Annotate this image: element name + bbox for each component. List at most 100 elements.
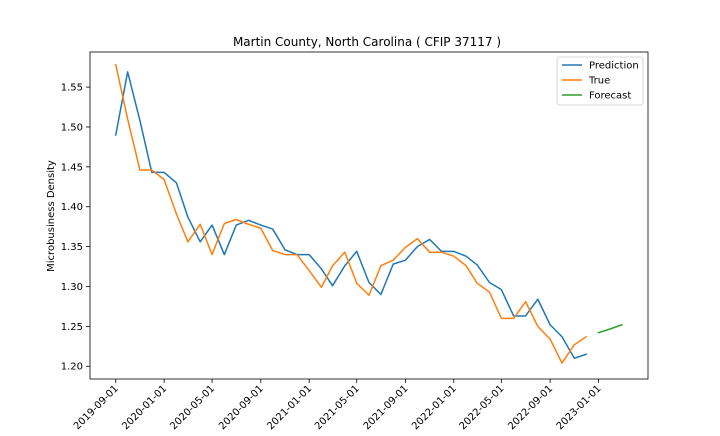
- data-point-true: [175, 213, 177, 215]
- data-point-true: [331, 265, 333, 267]
- data-point-true: [573, 344, 575, 346]
- data-point-prediction: [416, 245, 418, 247]
- data-point-forecast: [597, 332, 599, 334]
- data-point-true: [356, 282, 358, 284]
- legend-label-true: True: [588, 76, 610, 87]
- data-point-true: [368, 294, 370, 296]
- data-point-prediction: [476, 264, 478, 266]
- data-point-prediction: [308, 253, 310, 255]
- legend-box: [556, 56, 644, 106]
- data-point-true: [151, 169, 153, 171]
- data-point-prediction: [284, 249, 286, 251]
- data-point-true: [284, 253, 286, 255]
- data-point-forecast: [621, 324, 623, 326]
- chart-title: Martin County, North Carolina ( CFIP 371…: [233, 35, 501, 49]
- data-point-prediction: [344, 265, 346, 267]
- data-point-prediction: [223, 253, 225, 255]
- data-point-true: [344, 251, 346, 253]
- data-point-prediction: [115, 134, 117, 136]
- data-point-prediction: [320, 268, 322, 270]
- data-point-true: [139, 169, 141, 171]
- data-point-prediction: [187, 216, 189, 218]
- data-point-prediction: [453, 250, 455, 252]
- data-point-true: [308, 269, 310, 271]
- data-point-prediction: [465, 255, 467, 257]
- data-point-prediction: [537, 298, 539, 300]
- legend-label-forecast: Forecast: [589, 91, 631, 102]
- data-point-prediction: [126, 71, 128, 73]
- data-point-true: [428, 251, 430, 253]
- data-point-true: [163, 178, 165, 180]
- data-point-prediction: [356, 250, 358, 252]
- data-point-prediction: [163, 171, 165, 173]
- data-point-prediction: [561, 336, 563, 338]
- series-line-prediction: [114, 71, 588, 360]
- data-point-true: [235, 218, 237, 220]
- y-tick-label: 1.45: [61, 162, 83, 173]
- data-point-true: [126, 118, 128, 120]
- plot-frame: [89, 51, 649, 380]
- data-point-prediction: [368, 281, 370, 283]
- data-point-prediction: [331, 284, 333, 286]
- data-point-true: [199, 223, 201, 225]
- legend: Prediction True Forecast: [556, 56, 644, 106]
- data-point-true: [512, 317, 514, 319]
- y-tick-label: 1.40: [61, 202, 83, 213]
- y-axis-label: Microbusiness Density: [46, 160, 57, 272]
- data-point-true: [416, 237, 418, 239]
- data-point-true: [440, 251, 442, 253]
- data-point-true: [247, 223, 249, 225]
- data-point-true: [404, 246, 406, 248]
- data-point-true: [500, 317, 502, 319]
- data-point-prediction: [199, 241, 201, 243]
- data-point-prediction: [272, 228, 274, 230]
- data-point-prediction: [500, 288, 502, 290]
- data-point-prediction: [139, 119, 141, 121]
- data-point-true: [223, 222, 225, 224]
- data-point-prediction: [573, 357, 575, 359]
- data-point-prediction: [549, 324, 551, 326]
- data-point-true: [537, 325, 539, 327]
- series-line-forecast: [597, 323, 623, 334]
- data-point-prediction: [211, 224, 213, 226]
- data-point-true: [296, 253, 298, 255]
- data-point-prediction: [235, 224, 237, 226]
- data-point-prediction: [524, 315, 526, 317]
- y-tick-label: 1.20: [61, 362, 83, 373]
- data-point-prediction: [175, 182, 177, 184]
- data-point-prediction: [247, 219, 249, 221]
- data-point-prediction: [392, 263, 394, 265]
- data-point-true: [260, 227, 262, 229]
- series-line-true: [114, 63, 588, 364]
- legend-label-prediction: Prediction: [589, 61, 639, 72]
- data-point-true: [320, 286, 322, 288]
- data-point-true: [549, 338, 551, 340]
- data-point-prediction: [428, 238, 430, 240]
- data-point-forecast: [610, 328, 612, 330]
- data-point-true: [561, 362, 563, 364]
- y-tick-label: 1.55: [61, 83, 83, 94]
- data-point-true: [380, 265, 382, 267]
- data-point-prediction: [404, 259, 406, 261]
- data-point-true: [211, 253, 213, 255]
- data-point-true: [272, 249, 274, 251]
- data-point-true: [488, 291, 490, 293]
- data-point-prediction: [380, 293, 382, 295]
- data-point-prediction: [260, 224, 262, 226]
- y-tick-label: 1.30: [61, 282, 83, 293]
- data-point-true: [115, 64, 117, 66]
- data-point-prediction: [488, 281, 490, 283]
- data-point-true: [465, 265, 467, 267]
- data-point-prediction: [585, 353, 587, 355]
- data-point-true: [476, 282, 478, 284]
- y-tick-label: 1.25: [61, 322, 83, 333]
- data-point-true: [585, 336, 587, 338]
- data-point-true: [453, 255, 455, 257]
- data-point-true: [392, 259, 394, 261]
- y-tick-label: 1.50: [61, 122, 83, 133]
- data-point-true: [187, 241, 189, 243]
- y-tick-label: 1.35: [61, 242, 83, 253]
- data-point-true: [524, 300, 526, 302]
